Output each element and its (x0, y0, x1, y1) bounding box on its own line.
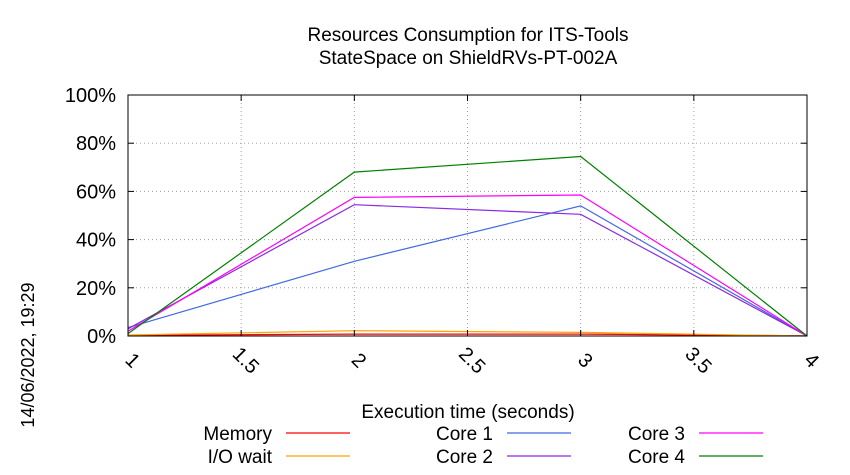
legend-item: Core 4 (628, 447, 763, 468)
chart-title-line-2: StateSpace on ShieldRVs-PT-002A (319, 48, 618, 69)
legend-label: Core 3 (628, 424, 685, 445)
legend-label: Core 4 (628, 447, 685, 468)
x-axis-label: Execution time (seconds) (361, 402, 574, 423)
legend-label: Core 2 (436, 447, 493, 468)
x-tick-label: 1 (121, 349, 144, 372)
x-tick-label: 2.5 (454, 343, 489, 378)
legend-item: Memory (203, 424, 350, 445)
chart-title-line-1: Resources Consumption for ITS-Tools (307, 25, 628, 46)
y-tick-label: 80% (76, 133, 116, 155)
series-line-core-4 (127, 155, 808, 337)
y-tick-label: 100% (65, 85, 116, 107)
legend-item: Core 3 (628, 424, 763, 445)
legend-label: I/O wait (208, 447, 273, 468)
series-line-core-1 (127, 205, 808, 337)
x-tick-label: 4 (800, 349, 823, 372)
grid (128, 95, 807, 336)
x-tick-label: 2 (347, 349, 370, 372)
timestamp-label: 14/06/2022, 19:29 (18, 282, 38, 427)
legend-label: Memory (203, 424, 272, 445)
x-tick-label: 1.5 (228, 343, 263, 378)
y-axis-ticks: 0% 20% 40% 60% 80% 100% (65, 85, 807, 348)
y-tick-label: 40% (76, 230, 116, 252)
x-tick-label: 3 (573, 349, 596, 372)
legend-item: Core 2 (436, 447, 571, 468)
y-tick-label: 20% (76, 278, 116, 300)
series-line-core-3 (127, 194, 808, 337)
y-tick-label: 60% (76, 181, 116, 203)
x-tick-label: 3.5 (680, 343, 715, 378)
legend-item: Core 1 (436, 424, 571, 445)
y-tick-label: 0% (87, 326, 116, 348)
series-line-core-2 (127, 204, 808, 337)
legend-label: Core 1 (436, 424, 493, 445)
legend-item: I/O wait (208, 447, 350, 468)
